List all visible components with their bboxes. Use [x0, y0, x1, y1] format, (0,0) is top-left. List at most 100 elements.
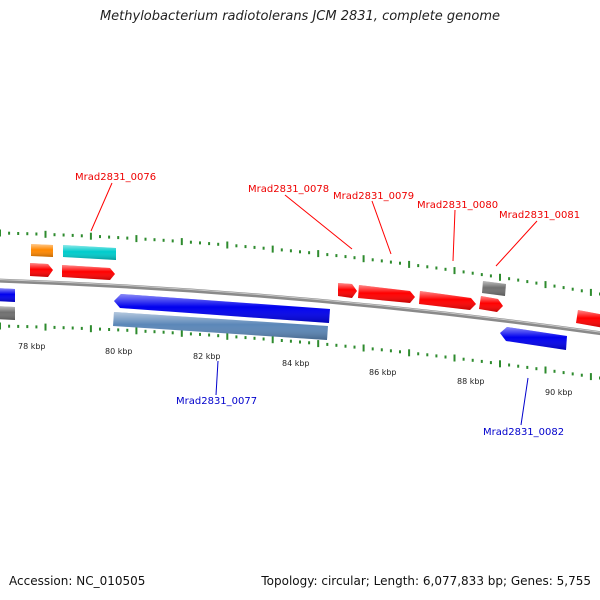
- outer-tick: [344, 255, 347, 259]
- scale-label-86: 86 kbp: [369, 368, 397, 377]
- inner-tick: [99, 327, 101, 331]
- inner-tick: [380, 348, 383, 352]
- inner-tick: [0, 322, 1, 330]
- scale-label-82: 82 kbp: [193, 352, 221, 361]
- gene-feature-forward-edge[interactable]: [576, 310, 600, 328]
- inner-tick: [462, 357, 465, 361]
- outer-tick-track: [0, 229, 600, 296]
- inner-tick: [289, 339, 292, 343]
- outer-tick: [262, 246, 265, 250]
- outer-tick: [71, 233, 74, 237]
- scale-label-84: 84 kbp: [282, 359, 310, 368]
- outer-tick: [480, 273, 483, 277]
- gene-feature-mrad2831-0082[interactable]: [500, 327, 567, 350]
- label-mrad2831-0077[interactable]: Mrad2831_0077: [176, 396, 257, 407]
- gene-feature-mrad2831-0076[interactable]: [62, 265, 115, 280]
- inner-tick: [35, 325, 38, 329]
- inner-tick: [335, 343, 338, 347]
- outer-tick: [326, 253, 329, 257]
- outer-tick: [353, 256, 356, 260]
- outer-tick: [26, 232, 29, 236]
- label-mrad2831-0081[interactable]: Mrad2831_0081: [499, 210, 580, 221]
- inner-tick: [26, 325, 29, 329]
- outer-tick: [489, 274, 492, 278]
- scale-label-88: 88 kbp: [457, 377, 485, 386]
- genome-backbone-highlight: [0, 279, 600, 333]
- outer-tick: [53, 233, 56, 237]
- gene-feature-forward[interactable]: [30, 263, 53, 277]
- inner-tick: [189, 332, 192, 336]
- accession-label: Accession: NC_010505: [9, 574, 146, 588]
- label-mrad2831-0080[interactable]: Mrad2831_0080: [417, 200, 498, 211]
- gene-feature-mrad2831-0080[interactable]: [419, 291, 476, 310]
- label-mrad2831-0079[interactable]: Mrad2831_0079: [333, 191, 414, 202]
- inner-tick: [171, 331, 174, 335]
- outer-tick: [144, 237, 147, 241]
- outer-tick: [153, 238, 156, 242]
- inner-tick: [71, 326, 74, 330]
- inner-tick: [489, 361, 492, 365]
- gene-feature-pseudo[interactable]: [482, 281, 506, 296]
- inner-tick: [444, 355, 447, 359]
- gene-feature-mrad2831-0081[interactable]: [479, 296, 503, 312]
- gene-feature-mrad2831-0077-reverse[interactable]: [114, 294, 330, 323]
- outer-tick: [408, 260, 411, 268]
- inner-tick: [280, 339, 283, 342]
- inner-tick: [435, 354, 438, 358]
- outer-tick: [99, 235, 101, 239]
- outer-tick: [135, 235, 138, 243]
- inner-tick: [544, 366, 547, 374]
- scale-label-90: 90 kbp: [545, 388, 573, 397]
- outer-tick: [280, 248, 283, 252]
- inner-tick: [144, 329, 147, 333]
- inner-tick: [408, 349, 411, 357]
- gene-feature-pseudo-edge[interactable]: [0, 306, 15, 320]
- inner-tick: [80, 326, 83, 330]
- inner-tick: [344, 344, 347, 348]
- reverse-strand-track: [0, 288, 567, 350]
- inner-tick: [253, 336, 256, 340]
- gene-feature-rna[interactable]: [63, 245, 116, 260]
- outer-tick: [380, 259, 383, 263]
- inner-tick: [162, 330, 165, 334]
- outer-tick: [389, 260, 392, 264]
- inner-tick: [126, 328, 129, 332]
- label-mrad2831-0082[interactable]: Mrad2831_0082: [483, 427, 564, 438]
- outer-tick: [235, 244, 238, 248]
- outer-tick: [244, 245, 247, 249]
- outer-tick: [208, 242, 211, 246]
- outer-tick: [62, 233, 65, 237]
- inner-tick: [62, 326, 65, 330]
- inner-tick: [226, 332, 229, 340]
- inner-tick: [362, 344, 365, 352]
- outer-tick: [562, 286, 565, 290]
- inner-tick: [244, 336, 247, 340]
- gene-feature-reverse-edge[interactable]: [0, 288, 15, 302]
- outer-tick: [535, 281, 538, 285]
- scale-labels: 78 kbp 80 kbp 82 kbp 84 kbp 86 kbp 88 kb…: [18, 342, 573, 397]
- gene-feature-trna[interactable]: [31, 244, 53, 257]
- outer-tick: [271, 245, 274, 253]
- inner-tick: [480, 359, 483, 363]
- inner-tick: [153, 330, 156, 334]
- inner-tick: [17, 324, 20, 328]
- outer-tick: [108, 235, 111, 239]
- outer-tick: [35, 232, 38, 236]
- gene-feature-mrad2831-0079[interactable]: [358, 285, 415, 303]
- outer-tick: [426, 265, 429, 269]
- inner-tick: [235, 335, 238, 339]
- inner-tick: [426, 353, 429, 357]
- inner-tick: [108, 328, 111, 331]
- outer-tick: [580, 289, 583, 293]
- scale-label-80: 80 kbp: [105, 347, 133, 356]
- inner-tick: [326, 342, 329, 346]
- outer-tick: [508, 277, 511, 281]
- gene-feature-mrad2831-0078[interactable]: [338, 283, 357, 298]
- gene-feature-mrad2831-0077[interactable]: [113, 312, 328, 340]
- outer-tick: [526, 280, 529, 284]
- outer-tick: [180, 238, 183, 246]
- label-mrad2831-0076[interactable]: Mrad2831_0076: [75, 172, 156, 183]
- label-mrad2831-0078[interactable]: Mrad2831_0078: [248, 184, 329, 195]
- inner-tick: [53, 325, 56, 329]
